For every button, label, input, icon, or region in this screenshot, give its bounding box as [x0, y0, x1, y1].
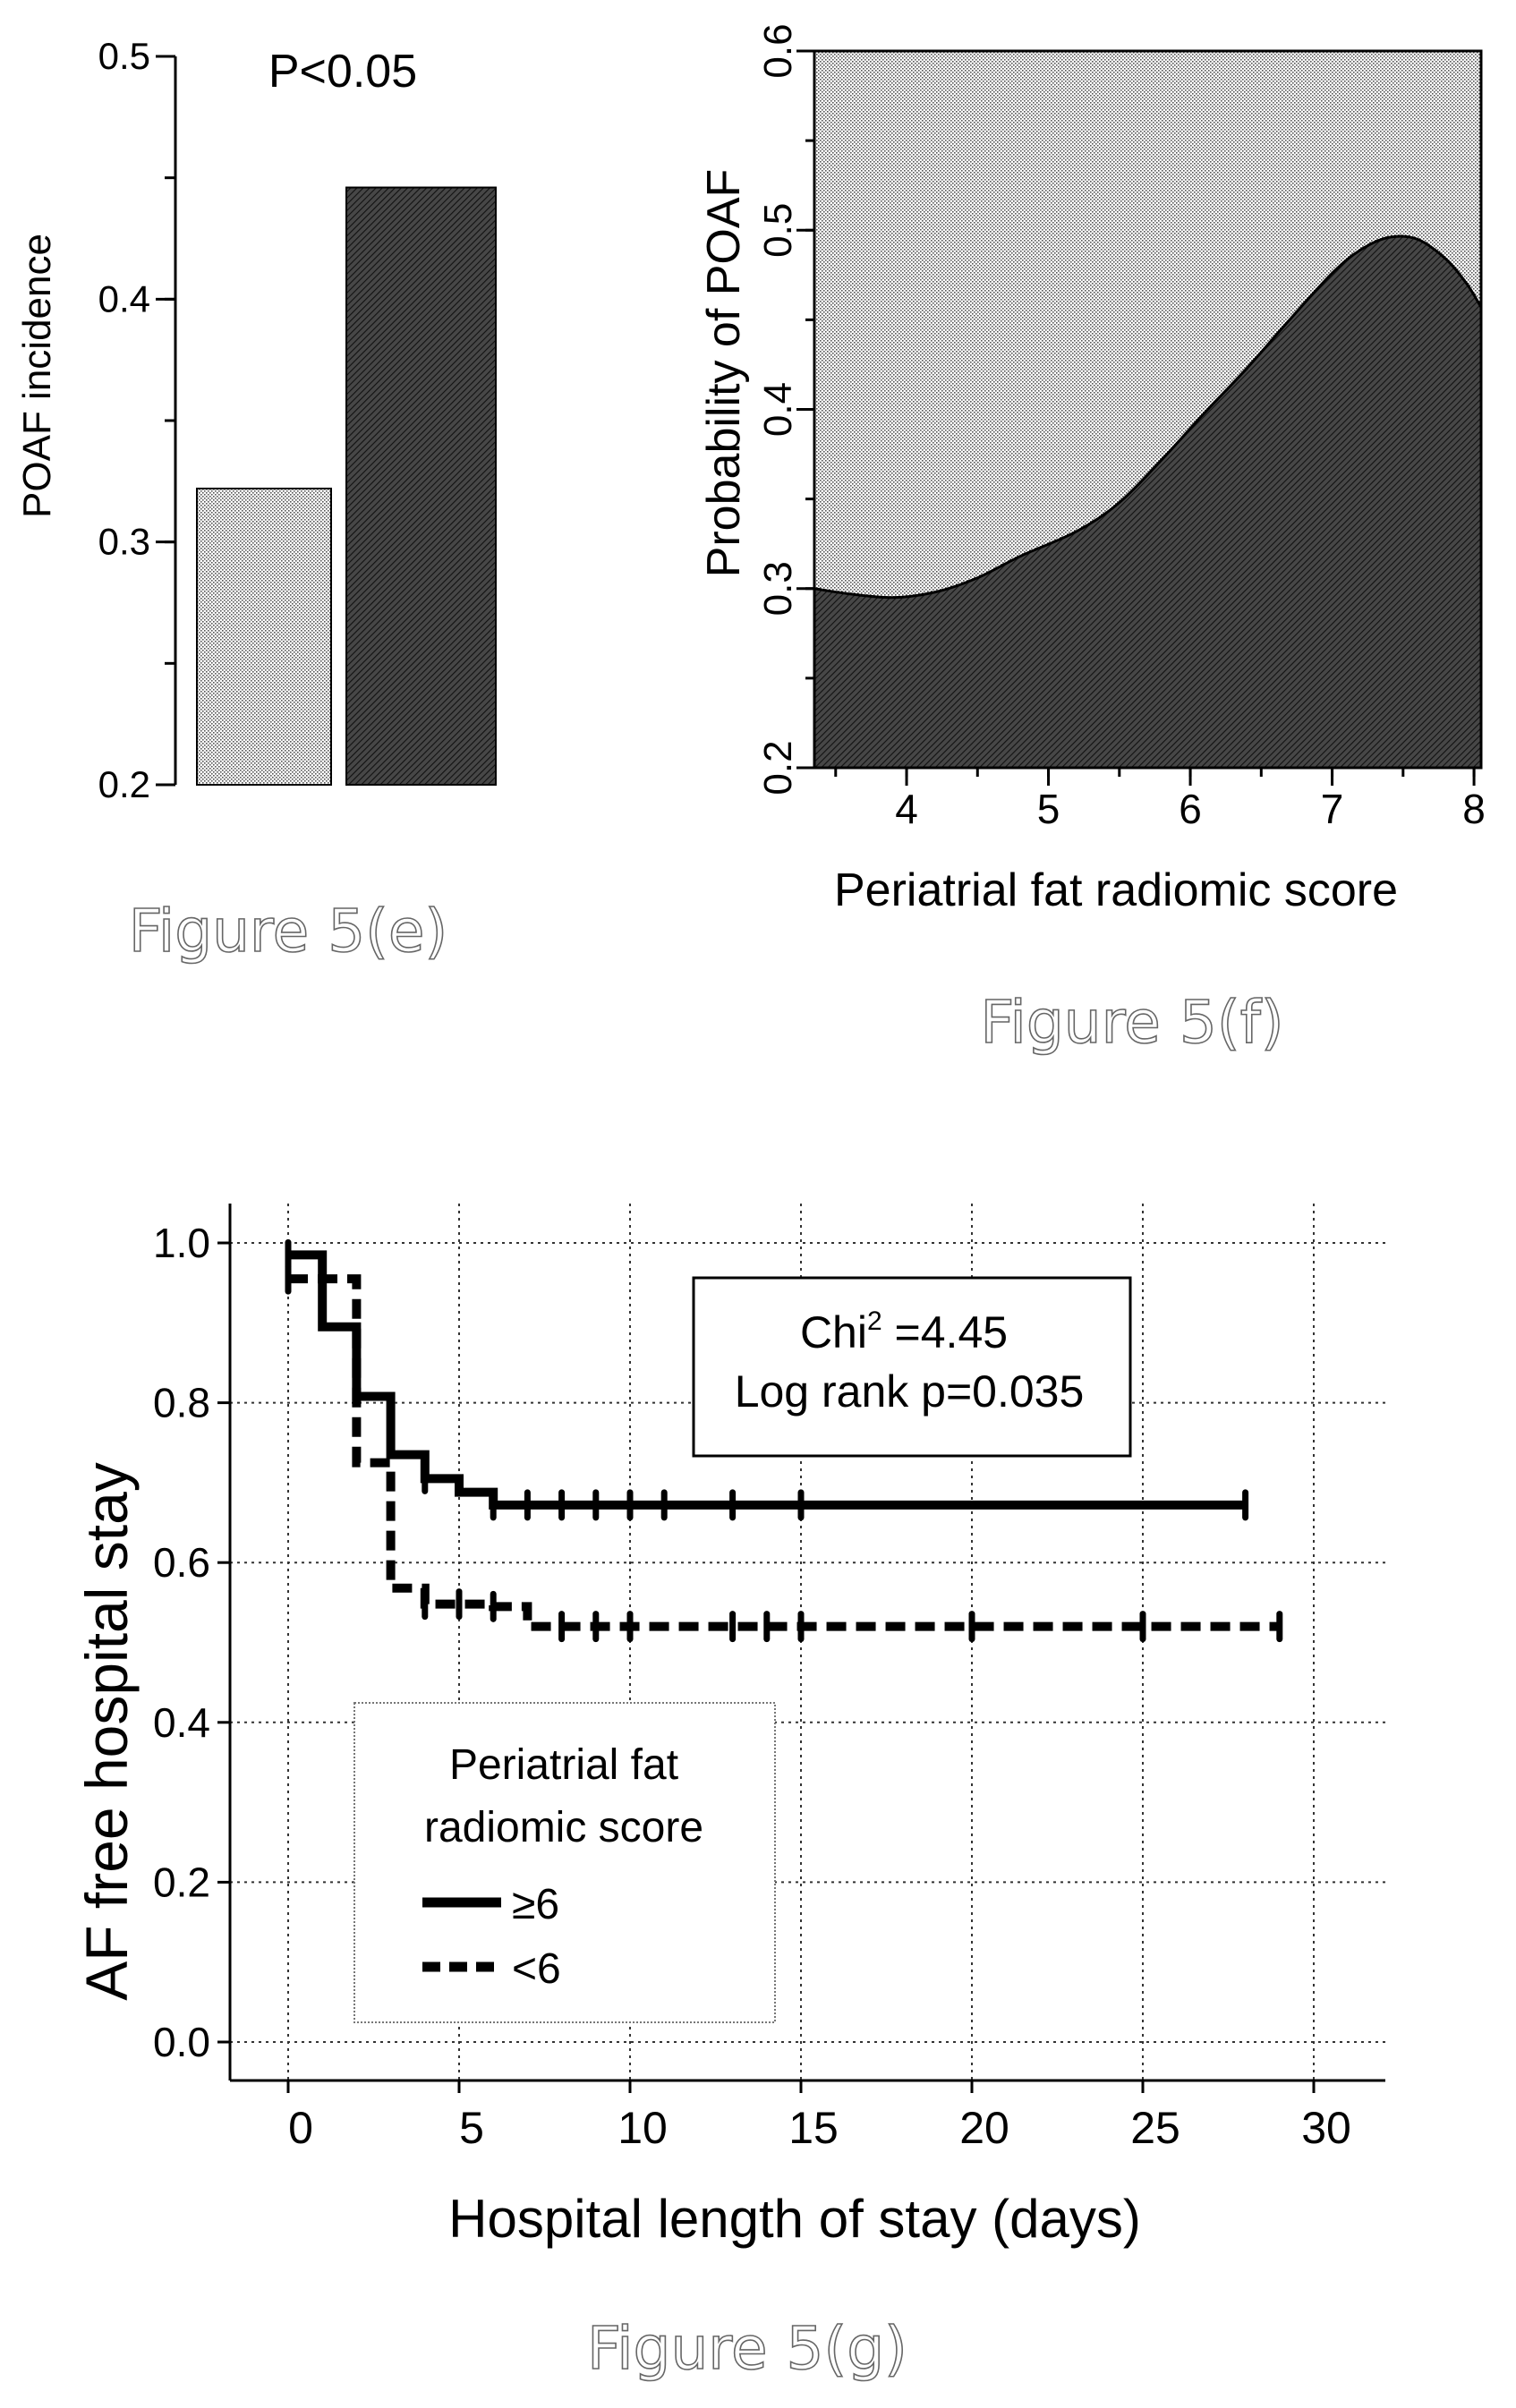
- g-y-tick-label: 0.6: [153, 1539, 210, 1586]
- f-probability-curve: [813, 234, 1483, 600]
- e-y-tick-label: 0.2: [98, 763, 150, 805]
- f-y-tick-label: 0.5: [756, 203, 800, 258]
- g-legend-label-dashed: <6: [512, 1945, 561, 1993]
- f-x-tick-label: 7: [1321, 786, 1344, 832]
- g-x-axis-label: Hospital length of stay (days): [448, 2189, 1141, 2249]
- f-x-tick-label: 4: [895, 786, 918, 832]
- f-y-tick-label: 0.6: [756, 23, 800, 78]
- e-caption: Figure 5(e): [129, 897, 448, 966]
- e-bars: [196, 186, 497, 786]
- g-y-tick-label: 0.4: [153, 1699, 210, 1746]
- f-axes: 0.2 0.3 0.4 0.5 0.6 4 5 6 7 8: [756, 23, 1486, 832]
- f-x-tick-label: 5: [1037, 786, 1060, 832]
- f-plot-area: [813, 51, 1483, 768]
- g-stats-box: Chi2 =4.45 Log rank p=0.035: [692, 1276, 1132, 1458]
- f-x-tick-label: 6: [1179, 786, 1202, 832]
- f-y-tick-label: 0.2: [756, 740, 800, 795]
- g-legend-title-line2: radiomic score: [424, 1804, 703, 1851]
- g-legend-title-line1: Periatrial fat: [449, 1741, 678, 1789]
- f-probability-area: [814, 235, 1481, 768]
- g-axes: 0.0 0.2 0.4 0.6 0.8 1.0 0 5 10 15 20 25 30: [153, 1204, 1385, 2153]
- e-y-tick-label: 0.5: [98, 35, 150, 77]
- f-x-tick-label: 8: [1462, 786, 1486, 832]
- g-x-tick-label: 10: [617, 2103, 668, 2153]
- g-x-tick-label: 0: [288, 2103, 313, 2153]
- panel-f-area-chart: 0.2 0.3 0.4 0.5 0.6 4 5 6 7 8 Periatrial fat radi…: [698, 23, 1486, 1057]
- g-x-tick-label: 30: [1301, 2103, 1351, 2153]
- g-logrank-text: Log rank p=0.035: [735, 1366, 1085, 1417]
- e-y-tick-label: 0.3: [98, 521, 150, 563]
- g-y-tick-label: 0.0: [153, 2019, 210, 2065]
- g-caption: Figure 5(g): [587, 2314, 907, 2383]
- g-chi-text: Chi2 =4.45: [800, 1306, 1008, 1357]
- g-y-tick-label: 1.0: [153, 1220, 210, 1266]
- e-y-axis: 0.2 0.3 0.4 0.5: [98, 35, 177, 805]
- g-y-axis-label: AF free hospital stay: [73, 1462, 140, 2001]
- g-y-tick-label: 0.2: [153, 1859, 210, 1905]
- g-x-tick-label: 5: [459, 2103, 484, 2153]
- f-x-axis-label: Periatrial fat radiomic score: [834, 864, 1398, 916]
- panel-g-survival-chart: 0.0 0.2 0.4 0.6 0.8 1.0 0 5 10 15 20 25 30 Chi2 =4.4…: [73, 1204, 1385, 2384]
- e-y-tick-label: 0.4: [98, 277, 150, 319]
- g-x-tick-label: 15: [788, 2103, 839, 2153]
- g-legend: Periatrial fat radiomic score ≥6 <6: [353, 1702, 776, 2023]
- g-x-tick-label: 20: [959, 2103, 1009, 2153]
- f-y-axis-label: Probability of POAF: [698, 169, 750, 578]
- f-y-tick-label: 0.4: [756, 382, 800, 437]
- f-y-tick-label: 0.3: [756, 561, 800, 616]
- e-bar: [345, 186, 497, 786]
- f-caption: Figure 5(f): [980, 988, 1283, 1057]
- g-legend-label-solid: ≥6: [512, 1881, 559, 1928]
- g-series: [285, 1238, 1283, 1643]
- e-y-axis-label: POAF incidence: [15, 234, 59, 518]
- panel-e-bar-chart: 0.2 0.3 0.4 0.5 P<0.05 POAF incidence Figur…: [15, 35, 497, 966]
- g-y-tick-label: 0.8: [153, 1380, 210, 1426]
- e-annotation: P<0.05: [268, 46, 417, 98]
- e-bar: [196, 487, 332, 786]
- g-series-line-solid: [288, 1250, 1246, 1510]
- g-x-tick-label: 25: [1130, 2103, 1180, 2153]
